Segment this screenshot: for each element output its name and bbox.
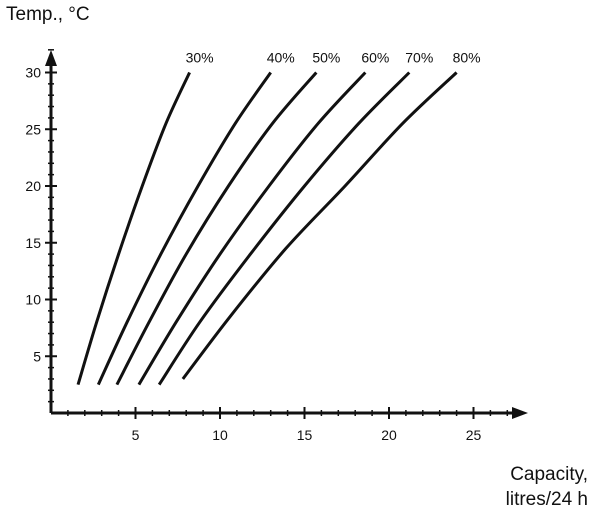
y-tick-label: 15 xyxy=(25,235,41,251)
x-axis-title: Capacity, litres/24 h xyxy=(506,462,588,512)
series-line-30-percent xyxy=(76,71,191,386)
x-axis-title-line-1: Capacity, xyxy=(510,464,588,485)
x-axis-title-line-2: litres/24 h xyxy=(505,489,588,510)
series-label-60-percent: 60% xyxy=(361,50,389,66)
y-tick-label: 25 xyxy=(25,121,41,137)
series-line-70-percent xyxy=(157,71,411,386)
x-tick-label: 5 xyxy=(132,427,140,443)
y-tick-label: 5 xyxy=(33,348,41,364)
x-tick-label: 20 xyxy=(381,427,397,443)
series-line-50-percent xyxy=(115,71,318,386)
x-tick-label: 10 xyxy=(212,427,228,443)
series-label-50-percent: 50% xyxy=(312,50,340,66)
y-tick-label: 10 xyxy=(25,292,41,308)
y-axis-arrow xyxy=(45,50,57,66)
y-tick-label: 30 xyxy=(25,65,41,81)
x-axis-arrow xyxy=(512,407,528,419)
series-label-40-percent: 40% xyxy=(267,50,295,66)
series-label-80-percent: 80% xyxy=(453,50,481,66)
y-tick-label: 20 xyxy=(25,178,41,194)
series-label-70-percent: 70% xyxy=(405,50,433,66)
series-line-40-percent xyxy=(96,71,272,386)
x-tick-label: 15 xyxy=(297,427,313,443)
y-axis-title: Temp., °C xyxy=(6,4,90,25)
series-line-60-percent xyxy=(137,71,367,386)
series-line-80-percent xyxy=(181,71,458,380)
series-label-30-percent: 30% xyxy=(186,50,214,66)
x-tick-label: 25 xyxy=(466,427,482,443)
